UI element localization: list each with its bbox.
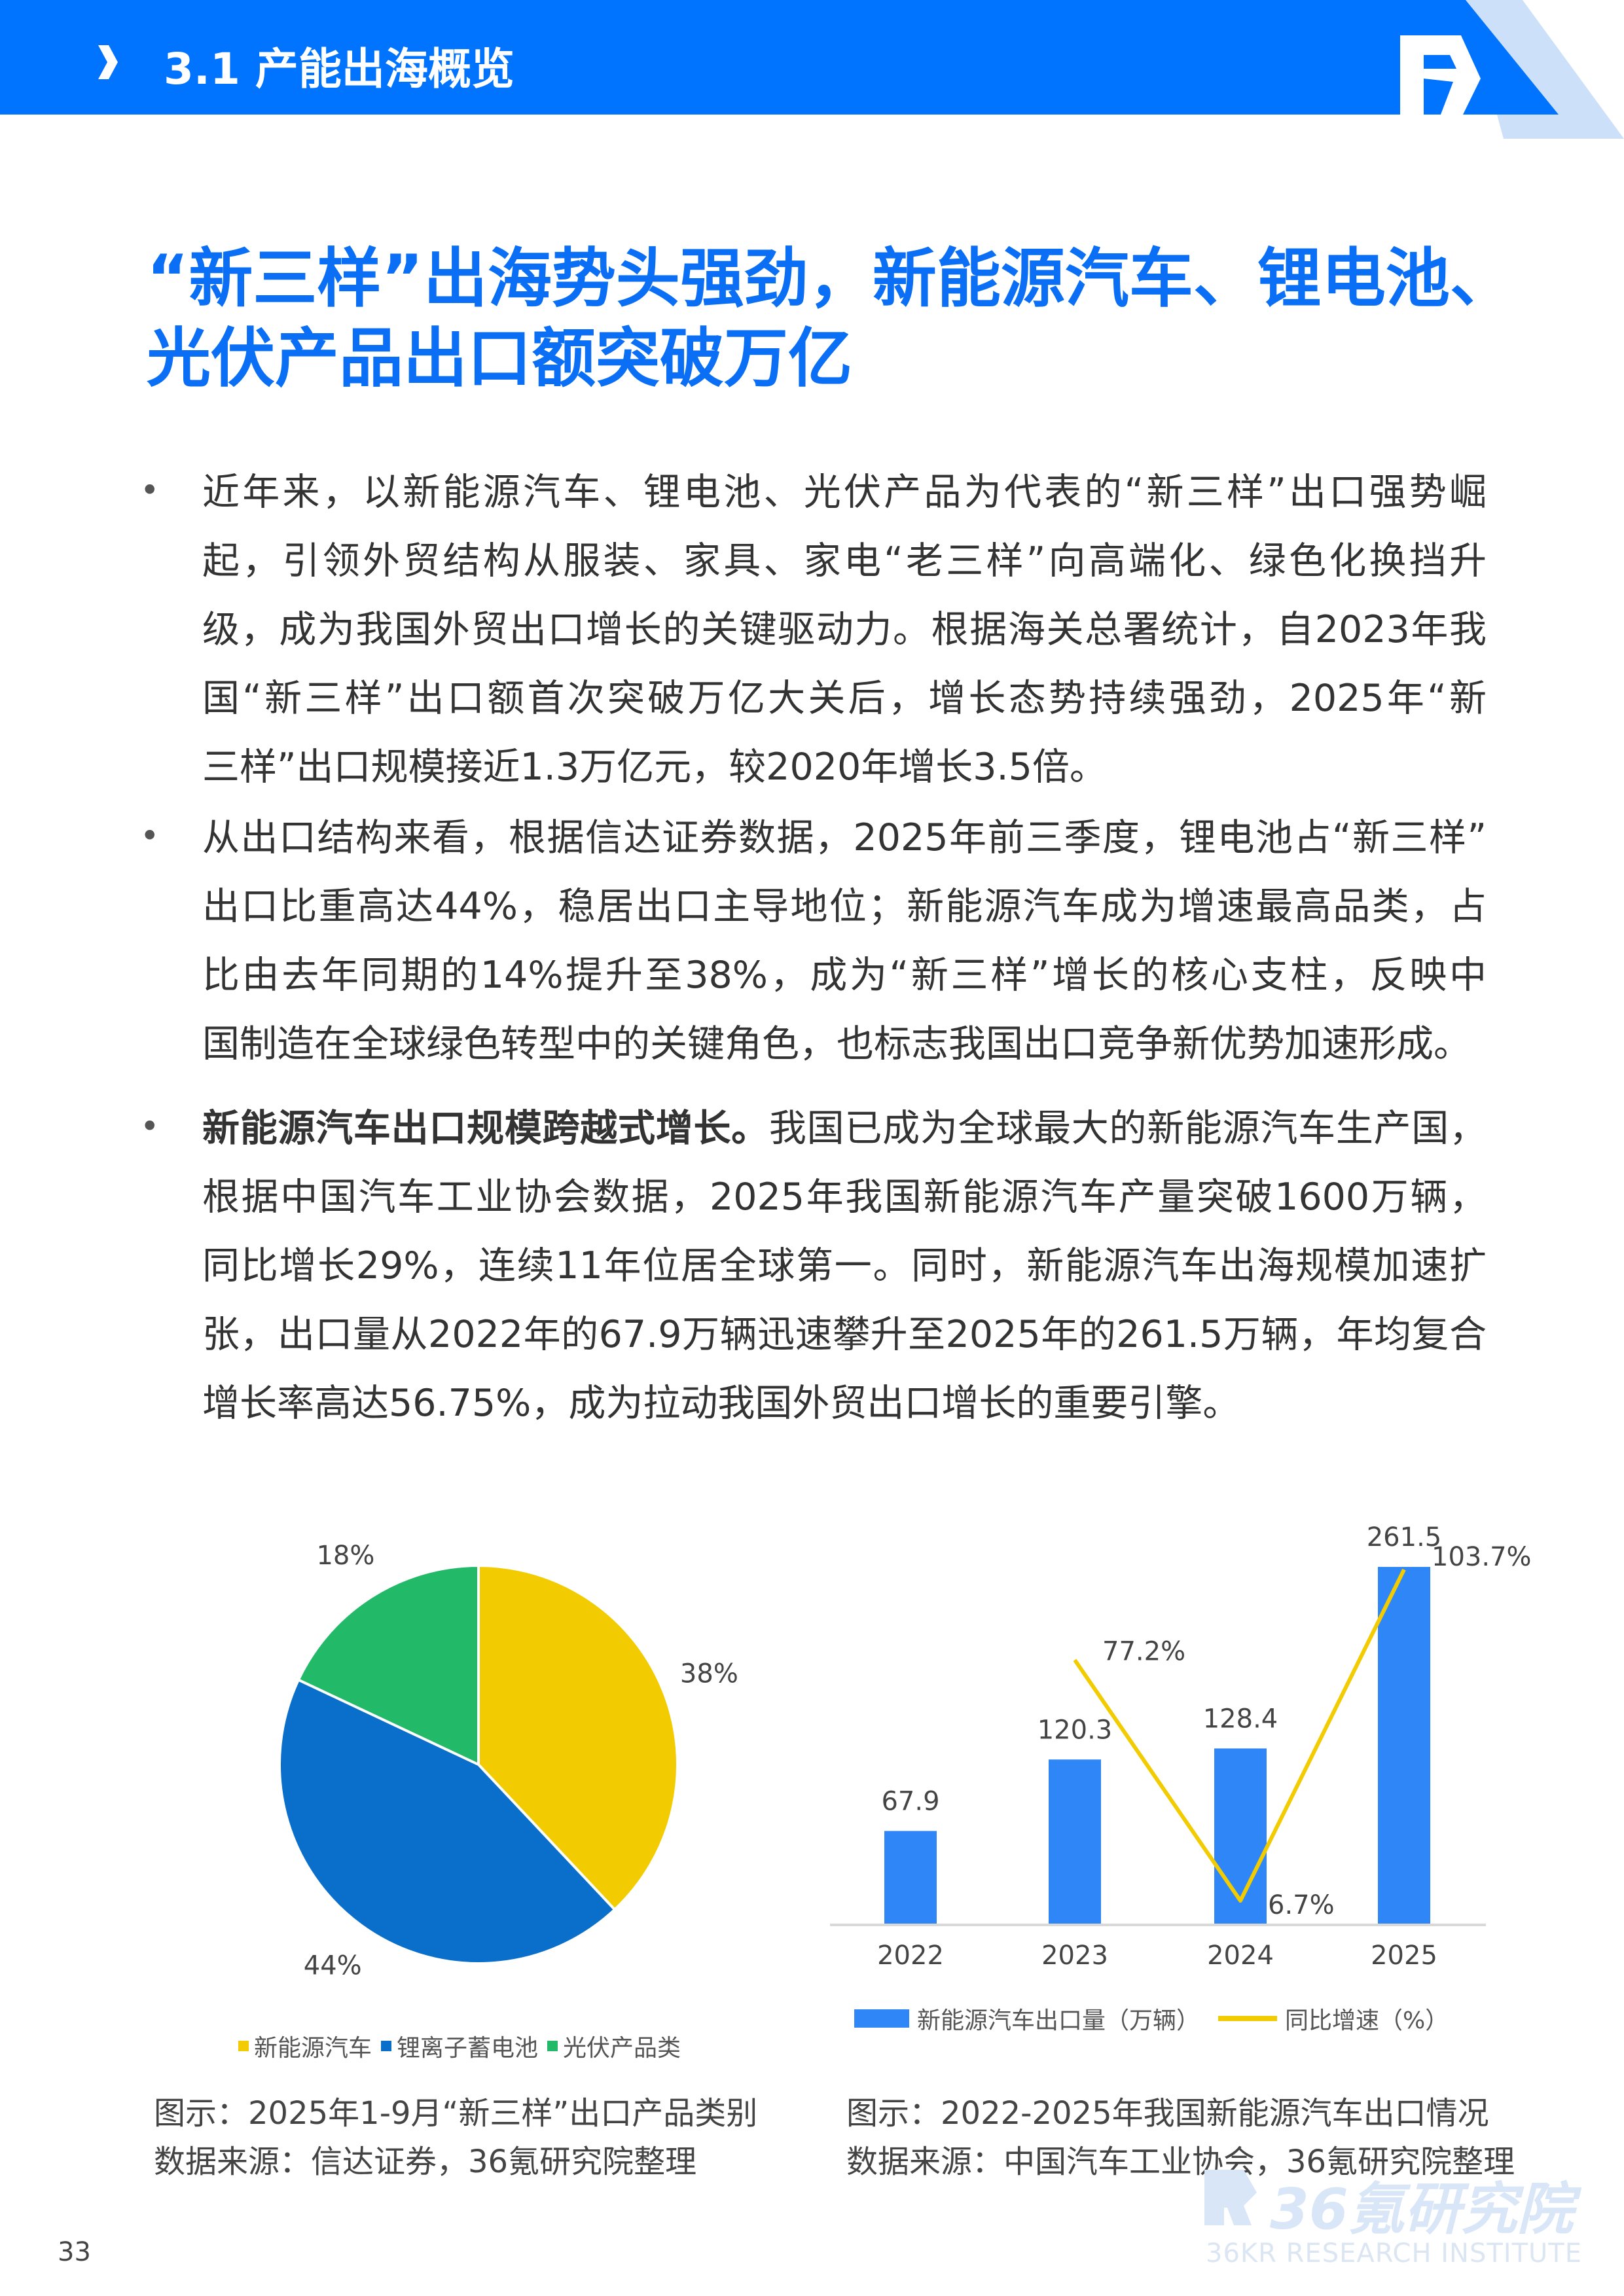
text-line: 国制造在全球绿色转型中的关键角色，也标志我国出口竞争新优势加速形成。	[202, 1022, 1471, 1066]
caption-title: 图示：2022-2025年我国新能源汽车出口情况	[846, 2095, 1489, 2132]
text-line: 级，成为我国外贸出口增长的关键驱动力。根据海关总署统计，自2023年我	[202, 608, 1487, 651]
text-line: 出口比重高达44%，稳居出口主导地位；新能源汽车成为增速最高品类，占	[202, 885, 1487, 928]
r-logo	[1400, 35, 1481, 115]
bar-line-chart: 67.9 2022 120.3 2023 128.4 2024 261.5 2025 77.2%…	[830, 1522, 1532, 1971]
x-tick-label: 2023	[1041, 1941, 1108, 1971]
watermark-cn: 36氪研究院	[1270, 2177, 1574, 2242]
line-value-label: 103.7%	[1432, 1542, 1532, 1572]
pie-slice	[477, 1564, 679, 1912]
pie-label: 44%	[304, 1951, 362, 1981]
x-tick-label: 2025	[1371, 1941, 1437, 1971]
legend-line-label: 同比增速（%）	[1285, 2007, 1449, 2034]
paragraph-2: 从出口结构来看，根据信达证券数据，2025年前三季度，锂电池占“新三样” 出口比…	[202, 804, 1487, 1079]
legend-label: 新能源汽车	[254, 2035, 372, 2062]
pie-chart: 38% 44% 18%	[278, 1541, 738, 1981]
bar	[1214, 1748, 1267, 1924]
header-bar	[0, 0, 1624, 139]
bar-value-label: 120.3	[1038, 1715, 1113, 1745]
bold-lead: 新能源汽车出口规模跨越式增长。	[202, 1107, 769, 1150]
paragraph-1: 近年来，以新能源汽车、锂电池、光伏产品为代表的“新三样”出口强势崛 起，引领外贸…	[202, 458, 1487, 802]
caption-source: 数据来源：中国汽车工业协会，36氪研究院整理	[846, 2144, 1515, 2180]
bar-value-label: 128.4	[1203, 1704, 1278, 1734]
legend-label: 锂离子蓄电池	[397, 2035, 539, 2062]
caption-title: 图示：2025年1-9月“新三样”出口产品类别	[154, 2095, 758, 2132]
text-line: 新能源汽车出口规模跨越式增长。我国已成为全球最大的新能源汽车生产国，	[202, 1094, 1487, 1163]
bar	[884, 1831, 937, 1924]
bar-legend: 新能源汽车出口量（万辆） 同比增速（%）	[854, 2001, 1449, 2036]
bar	[1378, 1567, 1430, 1924]
text-line: 近年来，以新能源汽车、锂电池、光伏产品为代表的“新三样”出口强势崛	[202, 471, 1487, 514]
pie-legend: 新能源汽车 锂离子蓄电池 光伏产品类	[229, 2029, 681, 2063]
line-value-label: 6.7%	[1268, 1890, 1335, 1920]
bar-caption: 图示：2022-2025年我国新能源汽车出口情况 数据来源：中国汽车工业协会，3…	[846, 2089, 1515, 2186]
pie-slice	[278, 1677, 617, 1965]
text-line: 根据中国汽车工业协会数据，2025年我国新能源汽车产量突破1600万辆，	[202, 1175, 1487, 1219]
legend-line-swatch	[1218, 2016, 1278, 2021]
pie-label: 18%	[316, 1541, 374, 1571]
bar	[1049, 1759, 1101, 1924]
chevron-right-icon	[98, 45, 118, 79]
text-line: 起，引领外贸结构从服装、家具、家电“老三样”向高端化、绿色化换挡升	[202, 539, 1487, 583]
watermark: 36氪研究院 36KR RESEARCH INSTITUTE	[1204, 2166, 1584, 2278]
pie-caption: 图示：2025年1-9月“新三样”出口产品类别 数据来源：信达证券，36氪研究院…	[154, 2089, 757, 2186]
x-tick-label: 2022	[877, 1941, 944, 1971]
watermark-logo	[1204, 2170, 1257, 2225]
section-title: 3.1 产能出海概览	[164, 44, 514, 94]
x-tick-label: 2024	[1207, 1941, 1274, 1971]
bullet-marker: •	[140, 471, 160, 509]
text-line: 增长率高达56.75%，成为拉动我国外贸出口增长的重要引擎。	[202, 1382, 1240, 1425]
text-line: 比由去年同期的14%提升至38%，成为“新三样”增长的核心支柱，反映中	[202, 954, 1487, 997]
page-title: “新三样”出海势头强劲，新能源汽车、锂电池、光伏产品出口额突破万亿	[147, 242, 1514, 396]
text-line: 国“新三样”出口额首次突破万亿大关后，增长态势持续强劲，2025年“新	[202, 677, 1487, 720]
text-line: 从出口结构来看，根据信达证券数据，2025年前三季度，锂电池占“新三样”	[202, 816, 1487, 859]
growth-line	[1073, 1568, 1406, 1903]
lead-rest: 我国已成为全球最大的新能源汽车生产国，	[768, 1107, 1487, 1150]
watermark-en: 36KR RESEARCH INSTITUTE	[1206, 2238, 1583, 2269]
bar-value-label: 67.9	[881, 1786, 939, 1816]
paragraph-3: 新能源汽车出口规模跨越式增长。我国已成为全球最大的新能源汽车生产国， 根据中国汽…	[202, 1094, 1487, 1438]
legend-bar-swatch	[854, 2009, 909, 2028]
pie-slice	[297, 1564, 480, 1767]
legend-swatch	[238, 2041, 249, 2051]
legend-swatch	[381, 2041, 392, 2051]
bullet-marker: •	[140, 1107, 160, 1145]
legend-bar-label: 新能源汽车出口量（万辆）	[917, 2007, 1200, 2034]
legend-swatch	[547, 2041, 558, 2051]
text-line: 张，出口量从2022年的67.9万辆迅速攀升至2025年的261.5万辆，年均复…	[202, 1313, 1487, 1356]
bar-value-label: 261.5	[1367, 1522, 1442, 1552]
bullet-marker: •	[140, 817, 160, 855]
caption-source: 数据来源：信达证券，36氪研究院整理	[154, 2144, 697, 2180]
line-value-label: 77.2%	[1102, 1636, 1185, 1666]
legend-label: 光伏产品类	[563, 2035, 681, 2062]
header-background	[0, 0, 1559, 115]
text-line: 同比增长29%，连续11年位居全球第一。同时，新能源汽车出海规模加速扩	[202, 1244, 1487, 1287]
text-line: 三样”出口规模接近1.3万亿元，较2020年增长3.5倍。	[202, 745, 1107, 789]
page-number: 33	[58, 2237, 91, 2267]
pie-label: 38%	[680, 1659, 738, 1689]
